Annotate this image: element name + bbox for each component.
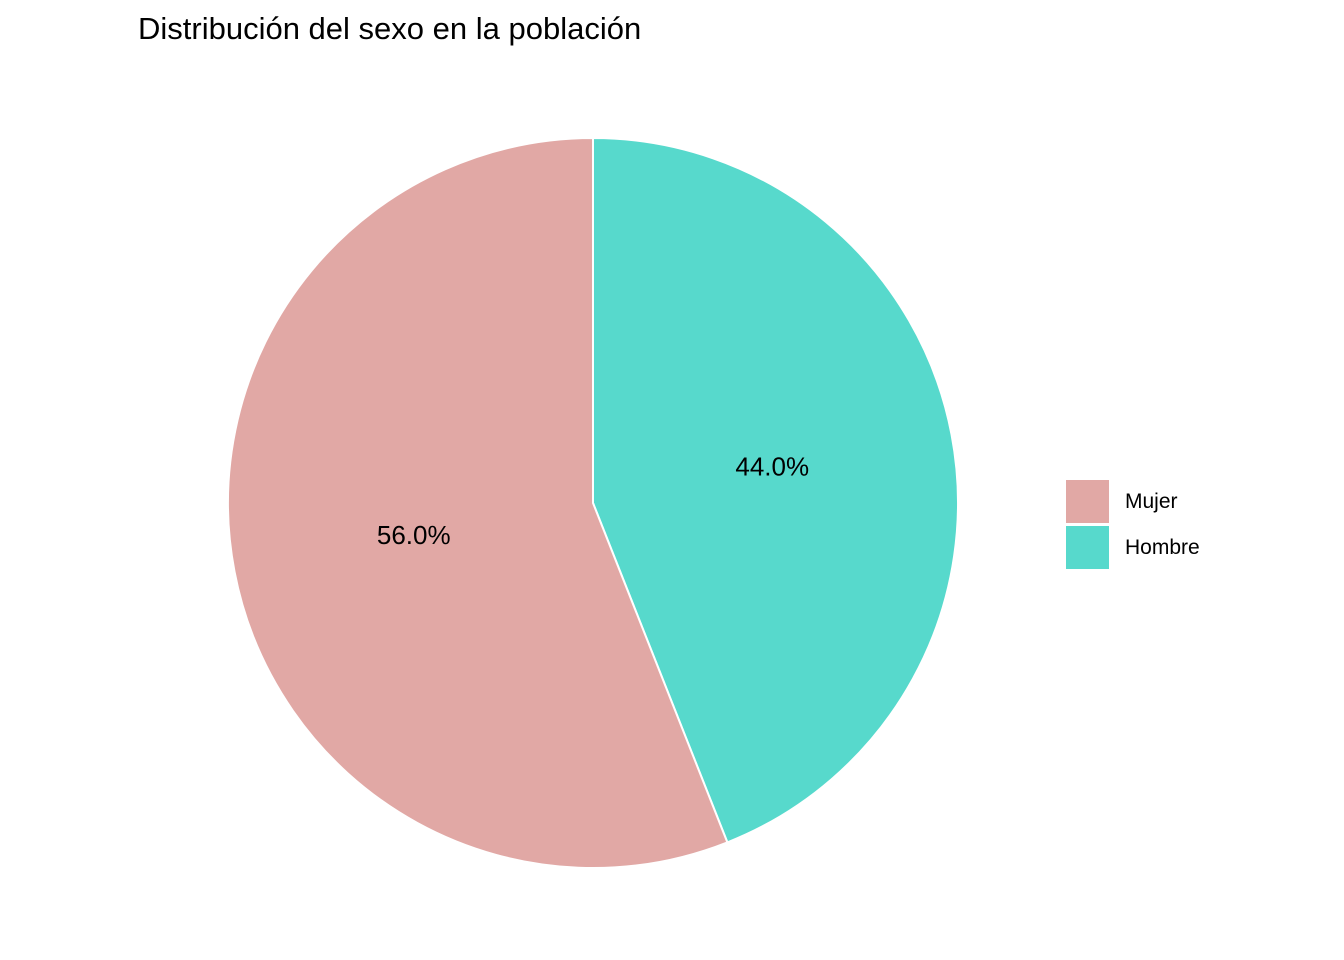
legend-label-mujer: Mujer [1125,490,1178,513]
slice-label-mujer: 56.0% [377,520,451,550]
legend-label-hombre: Hombre [1125,536,1200,559]
slice-label-hombre: 44.0% [735,452,809,482]
legend-swatch-hombre [1066,526,1109,569]
legend-swatch-mujer [1066,480,1109,523]
pie-slice-hombre [592,136,959,844]
pie-slice-mujer [227,136,729,869]
chart-title: Distribución del sexo en la población [138,11,642,46]
